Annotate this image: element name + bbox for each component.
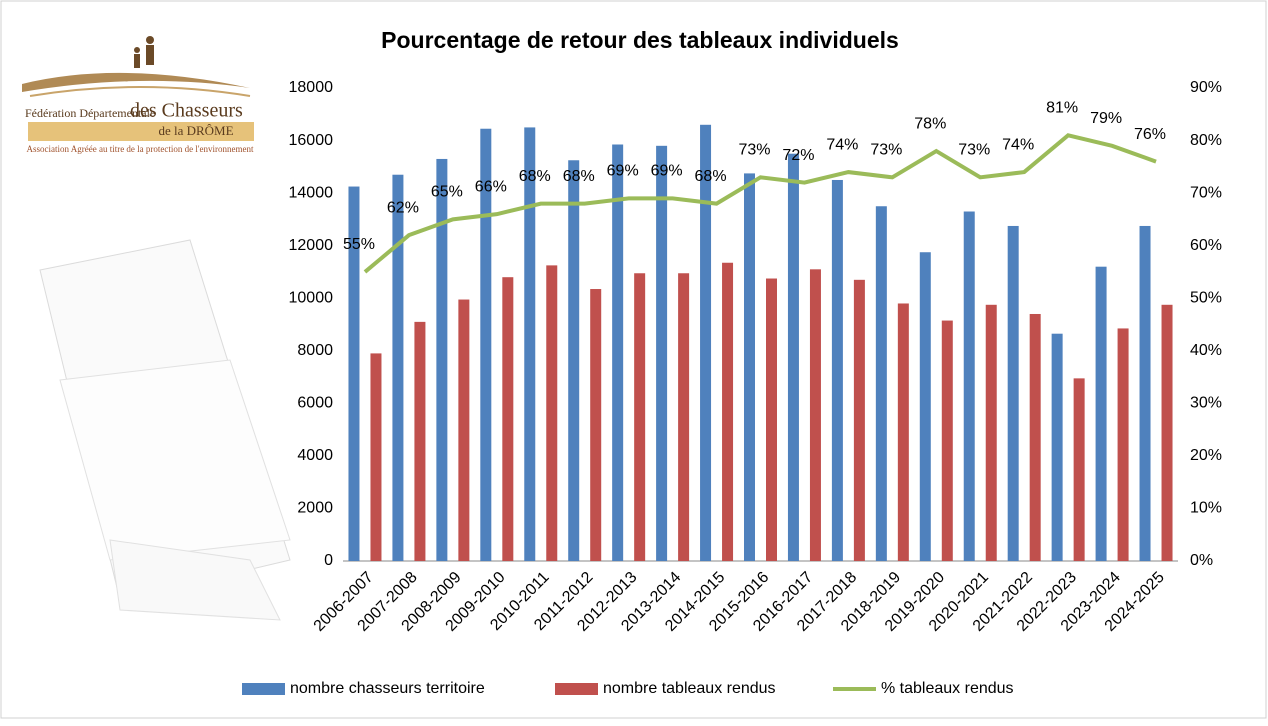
bar: [1052, 334, 1063, 561]
legend-swatch: [242, 683, 285, 695]
bar: [392, 175, 403, 561]
bar: [590, 289, 601, 561]
bar: [502, 277, 513, 561]
data-label: 55%: [343, 236, 375, 253]
data-label: 74%: [826, 136, 858, 153]
y-tick-label: 18000: [289, 79, 334, 96]
data-label: 62%: [387, 199, 419, 216]
bar: [414, 322, 425, 561]
y-tick-label: 14000: [289, 184, 334, 201]
y2-tick-label: 80%: [1190, 132, 1222, 149]
y2-tick-label: 60%: [1190, 237, 1222, 254]
y-tick-label: 10000: [289, 289, 334, 306]
bar: [612, 144, 623, 561]
logo-text: des Chasseurs: [130, 100, 243, 122]
y2-tick-label: 70%: [1190, 184, 1222, 201]
bar: [436, 159, 447, 561]
chart: Fédération Départementale des Chasseurs …: [0, 0, 1268, 721]
logo-hunter: [146, 36, 154, 44]
y-tick-label: 4000: [297, 447, 333, 464]
chart-title: Pourcentage de retour des tableaux indiv…: [381, 27, 899, 53]
data-label: 65%: [431, 184, 463, 201]
data-label: 68%: [563, 168, 595, 185]
data-label: 69%: [607, 163, 639, 180]
logo-text: Association Agréée au titre de la protec…: [26, 144, 254, 154]
bar: [766, 279, 777, 561]
data-label: 72%: [782, 147, 814, 164]
data-label: 81%: [1046, 100, 1078, 117]
y-tick-label: 8000: [297, 342, 333, 359]
y2-tick-label: 0%: [1190, 552, 1213, 569]
logo-hunter: [134, 47, 140, 53]
y-tick-label: 0: [324, 552, 333, 569]
bar: [722, 263, 733, 561]
bar: [942, 321, 953, 561]
data-label: 69%: [651, 163, 683, 180]
bar: [986, 305, 997, 561]
y-tick-label: 12000: [289, 237, 334, 254]
logo-hunter: [134, 54, 140, 68]
bar: [1118, 328, 1129, 561]
bar: [1140, 226, 1151, 561]
bar: [744, 173, 755, 561]
logo-text: de la DRÔME: [158, 123, 233, 138]
y2-tick-label: 30%: [1190, 395, 1222, 412]
bar: [832, 180, 843, 561]
bar: [568, 160, 579, 561]
legend-label: % tableaux rendus: [881, 680, 1014, 697]
data-label: 68%: [695, 168, 727, 185]
data-label: 73%: [870, 142, 902, 159]
legend-label: nombre tableaux rendus: [603, 680, 776, 697]
data-label: 68%: [519, 168, 551, 185]
data-label: 76%: [1134, 126, 1166, 143]
bar: [788, 154, 799, 561]
bar: [546, 265, 557, 561]
y2-tick-label: 10%: [1190, 500, 1222, 517]
bar: [678, 273, 689, 561]
data-label: 66%: [475, 178, 507, 195]
bar: [854, 280, 865, 561]
bar: [876, 206, 887, 561]
data-label: 74%: [1002, 136, 1034, 153]
y2-tick-label: 50%: [1190, 289, 1222, 306]
bar: [1030, 314, 1041, 561]
y2-tick-label: 40%: [1190, 342, 1222, 359]
bar: [964, 212, 975, 561]
legend-label: nombre chasseurs territoire: [290, 680, 485, 697]
bar: [898, 303, 909, 561]
y-tick-label: 2000: [297, 500, 333, 517]
bar: [370, 353, 381, 561]
data-label: 79%: [1090, 110, 1122, 127]
y-tick-label: 6000: [297, 395, 333, 412]
y2-tick-label: 90%: [1190, 79, 1222, 96]
bar: [1074, 378, 1085, 561]
bar: [1008, 226, 1019, 561]
data-label: 73%: [958, 142, 990, 159]
bar: [1162, 305, 1173, 561]
bar: [1096, 267, 1107, 561]
logo-hunter: [146, 45, 154, 65]
bar: [810, 269, 821, 561]
bar: [920, 252, 931, 561]
bar: [634, 273, 645, 561]
legend-swatch: [555, 683, 598, 695]
bar: [458, 300, 469, 561]
bar: [524, 127, 535, 561]
data-label: 73%: [738, 142, 770, 159]
bar: [700, 125, 711, 561]
y-tick-label: 16000: [289, 132, 334, 149]
y2-tick-label: 20%: [1190, 447, 1222, 464]
bar: [656, 146, 667, 561]
data-label: 78%: [914, 115, 946, 132]
